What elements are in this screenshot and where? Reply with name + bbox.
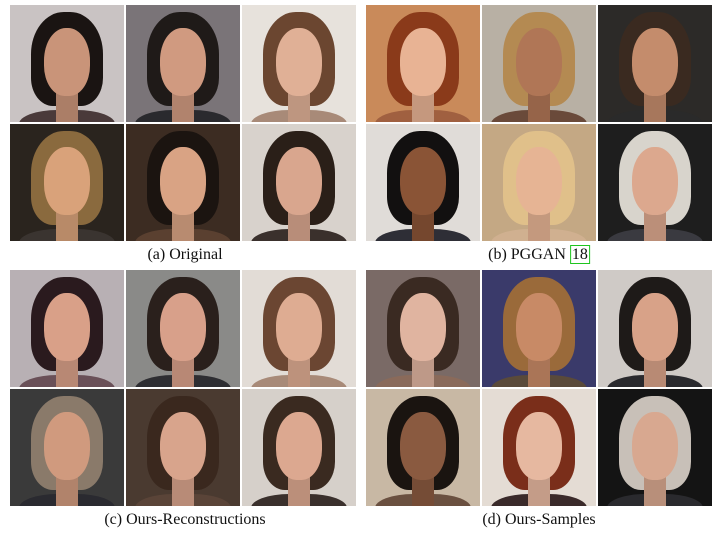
caption-text: (d) Ours-Samples <box>482 511 596 528</box>
caption-pggan: (b) PGGAN 18 <box>488 245 590 264</box>
face-image <box>598 124 712 241</box>
caption-ours-reconstructions: (c) Ours-Reconstructions <box>104 511 265 529</box>
face-image <box>10 389 124 506</box>
face-image <box>10 5 124 122</box>
face-image <box>242 389 356 506</box>
face-image <box>366 124 480 241</box>
panel-ours-samples <box>366 270 712 506</box>
face-image <box>598 5 712 122</box>
face-image <box>242 270 356 387</box>
face-image <box>242 124 356 241</box>
face-image <box>126 5 240 122</box>
caption-ours-samples: (d) Ours-Samples <box>482 511 595 529</box>
face-image <box>366 5 480 122</box>
caption-text: (b) PGGAN <box>488 246 566 263</box>
panel-original <box>10 5 356 241</box>
face-image <box>126 389 240 506</box>
face-image <box>126 270 240 387</box>
face-image <box>366 389 480 506</box>
face-image <box>10 124 124 241</box>
face-image <box>482 389 596 506</box>
face-image <box>242 5 356 122</box>
face-image <box>366 270 480 387</box>
face-image <box>482 5 596 122</box>
face-image <box>482 270 596 387</box>
caption-text: (a) Original <box>147 246 223 263</box>
face-image <box>598 270 712 387</box>
panel-ours-reconstructions <box>10 270 356 506</box>
face-image <box>598 389 712 506</box>
face-image <box>126 124 240 241</box>
caption-text: (c) Ours-Reconstructions <box>104 511 266 528</box>
face-image <box>10 270 124 387</box>
face-image <box>482 124 596 241</box>
panel-pggan <box>366 5 712 241</box>
citation-link[interactable]: 18 <box>569 245 590 264</box>
caption-original: (a) Original <box>147 246 222 264</box>
